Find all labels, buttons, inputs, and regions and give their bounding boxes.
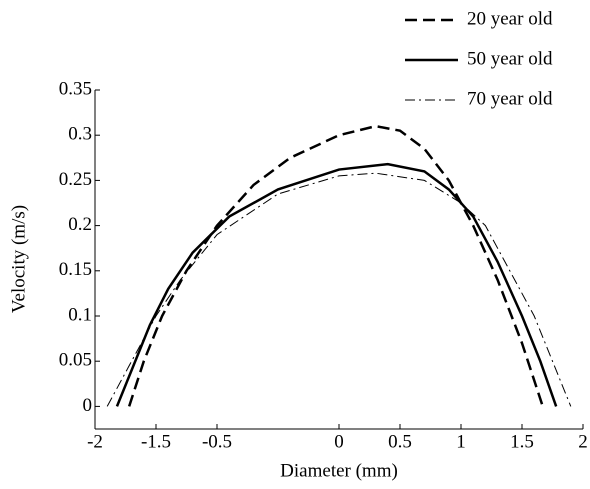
y-tick-label: 0.1 <box>68 304 92 325</box>
x-tick-label: -1.5 <box>141 431 171 452</box>
x-tick-label: 2 <box>578 431 588 452</box>
legend-label: 70 year old <box>467 88 553 109</box>
x-axis-label: Diameter (mm) <box>280 460 398 481</box>
y-tick-label: 0.15 <box>59 259 92 280</box>
legend-label: 20 year old <box>467 8 553 29</box>
x-tick-label: -2 <box>87 431 103 452</box>
y-tick-label: 0.25 <box>59 169 92 190</box>
legend-label: 50 year old <box>467 48 553 69</box>
x-tick-label: 0 <box>334 431 344 452</box>
y-tick-label: 0.05 <box>59 350 92 371</box>
y-tick-label: 0 <box>83 395 93 416</box>
x-tick-label: 0.5 <box>388 431 412 452</box>
y-tick-label: 0.3 <box>68 124 92 145</box>
x-tick-label: 1.5 <box>510 431 534 452</box>
series-line <box>115 162 558 407</box>
x-tick-label: 1 <box>456 431 466 452</box>
x-tick-label: -0.5 <box>202 431 232 452</box>
y-tick-label: 0.35 <box>59 78 92 99</box>
y-axis-label: Velocity (m/s) <box>8 205 29 313</box>
y-tick-label: 0.2 <box>68 214 92 235</box>
series-line <box>106 172 572 407</box>
